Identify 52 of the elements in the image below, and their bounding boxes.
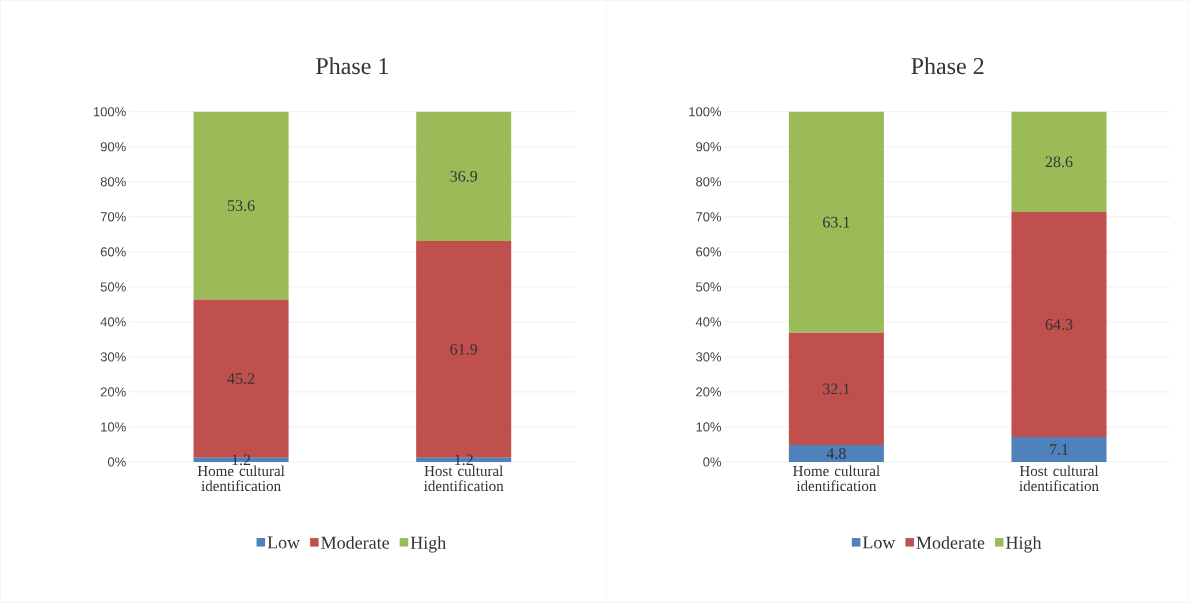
- y-tick-label: 80%: [100, 177, 126, 187]
- y-tick-label: 0%: [703, 457, 722, 467]
- y-tick-label: 60%: [696, 247, 722, 257]
- bar: [1011, 437, 1107, 463]
- x-tick-label: Host cultural identification: [1019, 465, 1099, 492]
- legend-label: Low: [862, 536, 896, 549]
- y-tick-label: 0%: [107, 457, 126, 467]
- x-tick-label: Home cultural identification: [793, 465, 880, 492]
- y-tick-label: 60%: [100, 247, 126, 257]
- y-tick-label: 40%: [100, 317, 126, 327]
- data-label: 45.2: [227, 373, 255, 385]
- legend-label: Moderate: [321, 536, 390, 549]
- bar: [1011, 212, 1107, 438]
- x-tick-label: Host cultural identification: [424, 465, 504, 492]
- bar: [1011, 111, 1107, 213]
- y-tick-label: 10%: [101, 422, 126, 432]
- data-label: 53.6: [227, 200, 255, 212]
- y-tick-label: 80%: [696, 177, 722, 187]
- chart-title: Phase 2: [911, 57, 984, 75]
- y-tick-label: 10%: [696, 422, 722, 432]
- x-tick-label: Home cultural identification: [197, 465, 285, 492]
- data-label: 36.9: [450, 171, 478, 182]
- bar: [193, 111, 289, 300]
- y-tick-label: 90%: [696, 142, 722, 152]
- bar: [788, 445, 884, 463]
- y-tick-label: 30%: [100, 352, 126, 362]
- y-tick-label: 90%: [100, 142, 126, 152]
- data-label: 4.8: [826, 448, 846, 460]
- bar: [416, 111, 512, 242]
- y-tick-label: 100%: [689, 107, 722, 117]
- bar: [788, 111, 884, 333]
- legend-label: Low: [267, 536, 301, 549]
- y-tick-label: 30%: [696, 352, 722, 362]
- chart-title: Phase 1: [316, 57, 388, 75]
- data-label: 28.6: [1045, 156, 1073, 168]
- bar: [788, 332, 884, 446]
- y-tick-label: 40%: [695, 317, 722, 327]
- data-label: 64.3: [1045, 319, 1073, 331]
- y-tick-label: 70%: [100, 212, 126, 222]
- y-tick-label: 50%: [696, 282, 722, 292]
- y-tick-label: 100%: [93, 107, 126, 117]
- y-tick-label: 20%: [696, 387, 722, 397]
- y-tick-label: 70%: [696, 212, 722, 222]
- data-label: 63.1: [823, 216, 850, 228]
- legend-label: Moderate: [916, 536, 985, 549]
- y-tick-label: 50%: [100, 282, 126, 292]
- y-tick-label: 20%: [100, 387, 126, 397]
- legend-label: High: [1006, 536, 1042, 553]
- legend-label: High: [410, 536, 446, 553]
- data-label: 61.9: [450, 344, 478, 355]
- data-label: 7.1: [1050, 444, 1069, 456]
- data-label: 32.1: [823, 383, 850, 395]
